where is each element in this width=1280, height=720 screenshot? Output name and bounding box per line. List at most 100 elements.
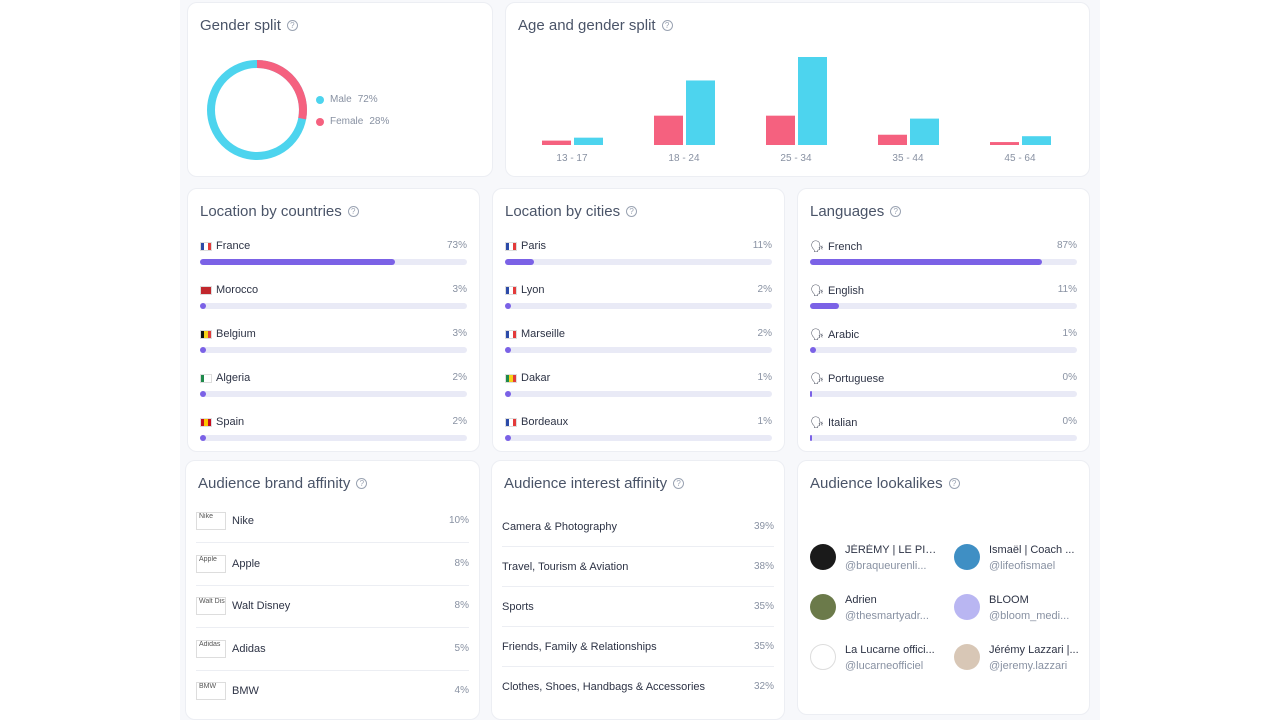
brand-row[interactable]: BMW BMW 4% [196,671,469,713]
interest-percent: 38% [753,561,774,572]
lookalike-handle[interactable]: @thesmartyadr... [845,610,929,622]
lookalike-name[interactable]: Ismaël | Coach ... [989,544,1075,556]
bar-percent: 2% [757,328,772,339]
question-circle-icon[interactable]: ? [890,206,902,217]
card-title: Location by countries ? [200,203,359,220]
avatar[interactable] [954,594,980,620]
bar-row: France 73% [200,240,467,270]
lookalike-item[interactable]: Adrien @thesmartyadr... [810,592,942,626]
lookalike-item[interactable]: JÉRÉMY | LE PIRA... @braqueurenli... [810,542,942,576]
avatar[interactable] [810,594,836,620]
female-bar-0[interactable] [542,140,571,145]
bar-percent: 3% [452,328,467,339]
lookalikes-card: Audience lookalikes ? JÉRÉMY | LE PIRA..… [797,460,1090,715]
card-title: Location by cities ? [505,203,638,220]
bar-label: Dakar [505,372,550,384]
progress-fill [505,303,511,309]
x-tick-label: 35 - 44 [892,153,924,164]
question-circle-icon[interactable]: ? [626,206,638,217]
question-circle-icon[interactable]: ? [347,206,359,217]
lookalike-name[interactable]: BLOOM [989,594,1029,606]
flag-icon [505,329,517,339]
flag-icon [200,241,212,251]
lookalike-name[interactable]: Adrien [845,594,877,606]
male-bar-2[interactable] [798,57,827,145]
bar-label-text: Portuguese [827,372,885,385]
female-slice [256,60,307,120]
interest-percent: 32% [753,681,774,692]
interest-row[interactable]: Travel, Tourism & Aviation 38% [502,547,774,587]
bar-row: Spain 2% [200,416,467,446]
interest-row[interactable]: Camera & Photography 39% [502,507,774,547]
bar-label-text: French [827,240,863,253]
languages-title: Languages [810,203,885,220]
brand-row[interactable]: Walt Disney Walt Disney 8% [196,586,469,628]
brand-name: Adidas [232,642,266,655]
brand-logo-image: Walt Disney [196,597,226,615]
avatar[interactable] [954,544,980,570]
male-dot [316,95,324,104]
progress-track [505,303,772,309]
bar-label: Morocco [200,284,258,296]
avatar[interactable] [810,544,836,570]
male-bar-0[interactable] [574,137,603,145]
avatar[interactable] [810,644,836,670]
progress-fill [810,435,812,441]
lookalike-item[interactable]: Ismaël | Coach ... @lifeofismael [954,542,1086,576]
question-circle-icon[interactable]: ? [673,478,685,489]
flag-icon [200,417,212,427]
male-bar-1[interactable] [686,80,715,145]
interest-row[interactable]: Sports 35% [502,587,774,627]
bar-label-text: English [827,284,865,297]
question-circle-icon[interactable]: ? [661,20,673,31]
speaking-head-icon: 🗣 [810,373,824,385]
progress-fill [200,303,206,309]
progress-track [200,259,467,265]
bar-row: Belgium 3% [200,328,467,358]
female-bar-1[interactable] [654,115,683,145]
female-bar-2[interactable] [766,115,795,145]
lookalike-handle[interactable]: @lucarneofficiel [845,660,924,672]
male-bar-3[interactable] [910,118,939,145]
bar-percent: 73% [446,240,467,251]
card-title: Gender split ? [200,17,298,34]
brand-row[interactable]: Adidas Adidas 5% [196,629,469,671]
bar-row: Bordeaux 1% [505,416,772,446]
bar-label: 🗣 English [810,284,865,298]
age-gender-card: Age and gender split ? 13 - 17 18 - 24 25 … [505,2,1090,177]
bar-label-text: Marseille [521,328,566,340]
brand-label: Nike Nike [196,512,254,530]
brand-logo-image: Adidas [196,639,226,658]
bar-percent: 11% [752,240,772,251]
lookalike-name[interactable]: La Lucarne offici... [845,644,935,656]
interest-label: Sports [502,601,534,613]
avatar[interactable] [954,644,980,670]
female-bar-4[interactable] [990,142,1019,145]
lookalike-handle[interactable]: @braqueurenli... [845,560,927,572]
flag-icon [200,329,212,339]
lookalike-handle[interactable]: @lifeofismael [989,560,1056,572]
lookalike-name[interactable]: Jérémy Lazzari |... [989,644,1079,656]
question-circle-icon[interactable]: ? [356,478,368,489]
lookalike-handle[interactable]: @jeremy.lazzari [989,660,1068,672]
lookalike-item[interactable]: La Lucarne offici... @lucarneofficiel [810,642,942,676]
bar-row: 🗣 Italian 0% [810,416,1077,446]
bar-label: 🗣 Arabic [810,328,859,342]
interest-row[interactable]: Friends, Family & Relationships 35% [502,627,774,667]
brand-row[interactable]: Apple Apple 8% [196,544,469,586]
progress-track [200,347,467,353]
brand-row[interactable]: Nike Nike 10% [196,501,469,543]
gender-donut-chart [207,60,307,160]
lookalike-name[interactable]: JÉRÉMY | LE PIRA... [845,544,940,556]
female-bar-3[interactable] [878,134,907,145]
bar-label: Spain [200,416,244,428]
lookalike-item[interactable]: Jérémy Lazzari |... @jeremy.lazzari [954,642,1086,676]
lookalike-handle[interactable]: @bloom_medi... [989,610,1070,622]
interest-row[interactable]: Clothes, Shoes, Handbags & Accessories 32… [502,667,774,707]
flag-icon [200,373,212,383]
question-circle-icon[interactable]: ? [286,20,298,31]
speaking-head-icon: 🗣 [810,329,824,341]
question-circle-icon[interactable]: ? [948,478,960,489]
male-bar-4[interactable] [1022,136,1051,145]
lookalike-item[interactable]: BLOOM @bloom_medi... [954,592,1086,626]
